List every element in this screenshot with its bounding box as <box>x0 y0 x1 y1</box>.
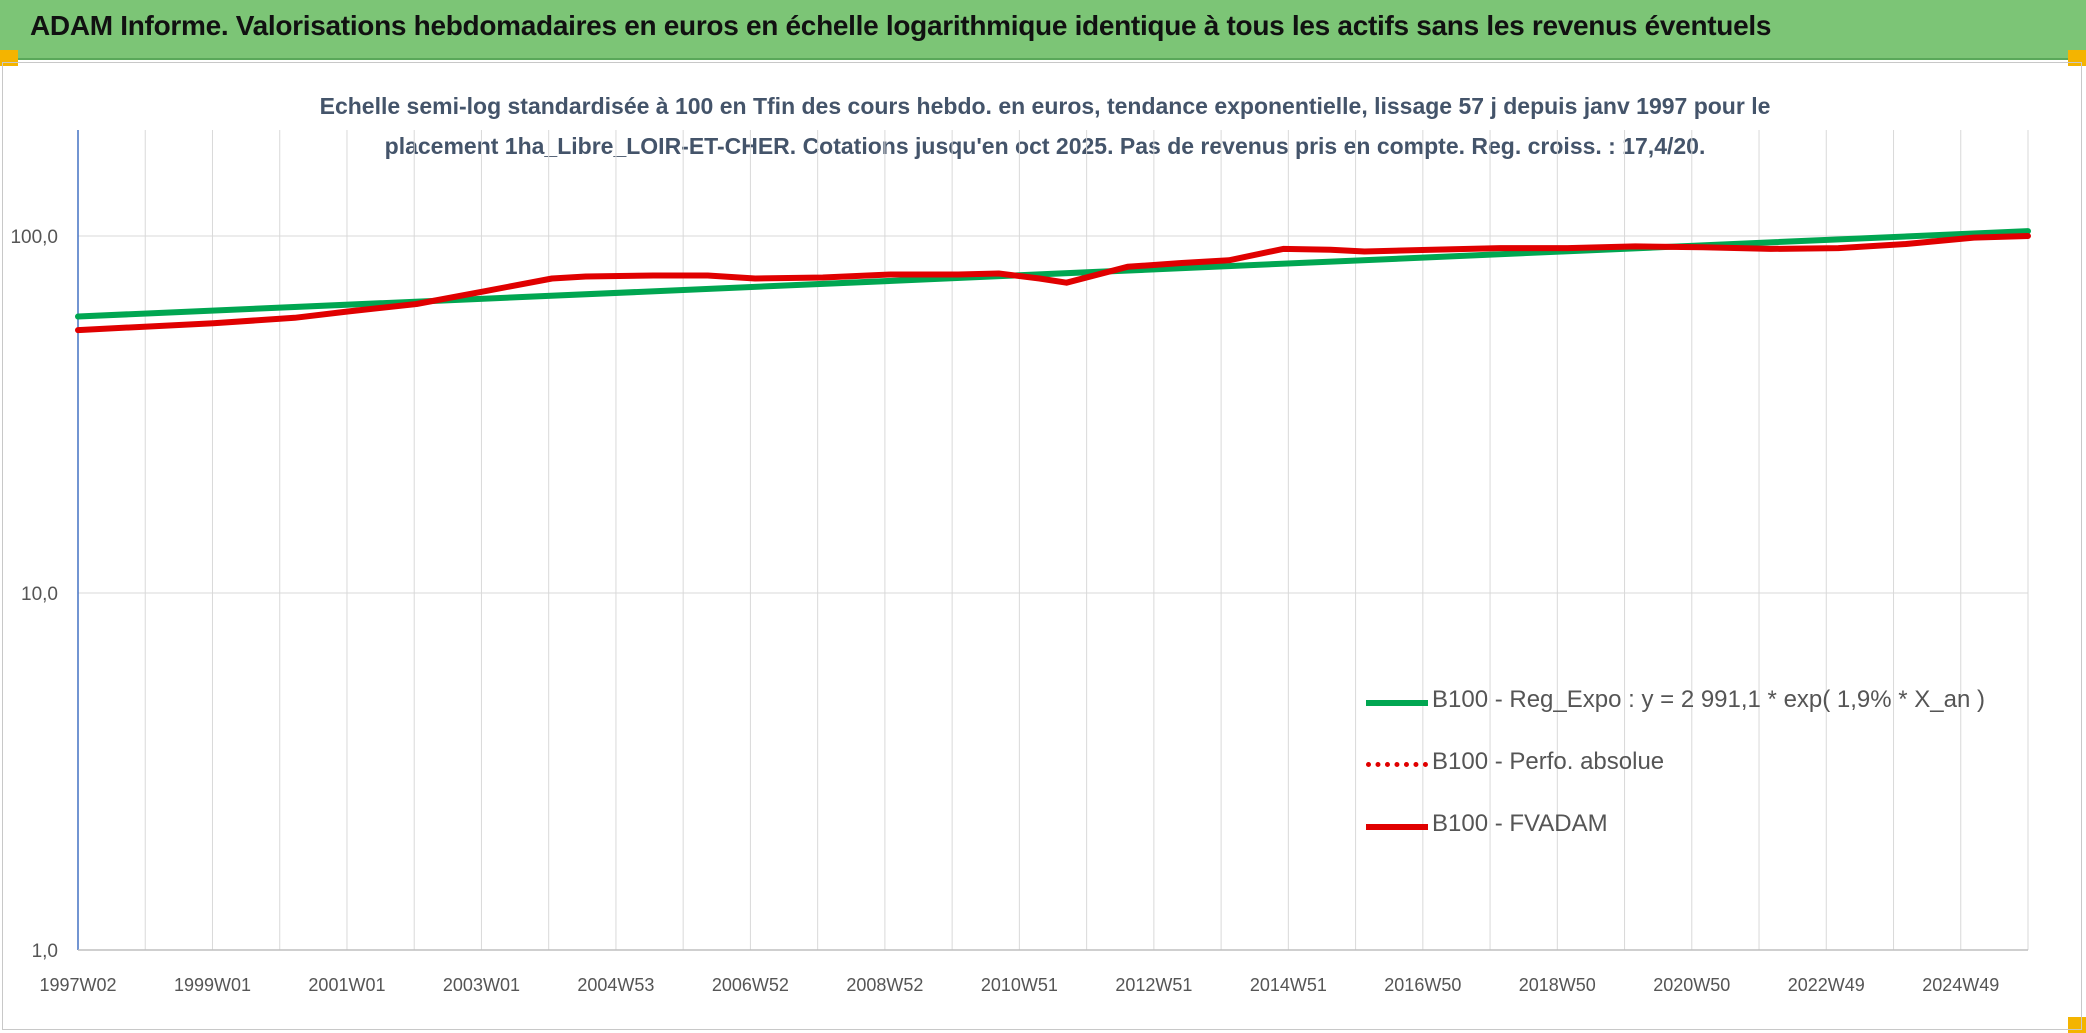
x-tick-label: 2010W51 <box>981 975 1058 995</box>
legend-swatch-regression <box>1366 700 1428 706</box>
x-tick-label: 2016W50 <box>1384 975 1461 995</box>
legend-label-regression: B100 - Reg_Expo : y = 2 991,1 * exp( 1,9… <box>1432 686 1986 713</box>
x-tick-label: 1997W02 <box>39 975 116 995</box>
y-tick-label: 100,0 <box>10 227 58 248</box>
x-tick-label: 2006W52 <box>712 975 789 995</box>
x-tick-label: 2001W01 <box>308 975 385 995</box>
x-tick-label: 2022W49 <box>1788 975 1865 995</box>
x-axis-tick-labels: 1997W02 1999W01 2001W01 2003W01 2004W53 2006W… <box>39 975 1999 995</box>
x-tick-label: 2024W49 <box>1922 975 1999 995</box>
legend-swatch-perfo-absolue <box>1366 762 1428 767</box>
x-tick-label: 2004W53 <box>577 975 654 995</box>
x-tick-label: 2003W01 <box>443 975 520 995</box>
x-tick-label: 2020W50 <box>1653 975 1730 995</box>
legend-label-perfo-absolue: B100 - Perfo. absolue <box>1432 748 1665 775</box>
x-tick-label: 2008W52 <box>846 975 923 995</box>
x-tick-label: 2014W51 <box>1250 975 1327 995</box>
x-tick-label: 2012W51 <box>1115 975 1192 995</box>
x-tick-label: 2018W50 <box>1519 975 1596 995</box>
report-header-bar: ADAM Informe. Valorisations hebdomadaire… <box>0 0 2086 60</box>
series-line-2 <box>75 233 2031 334</box>
series-lines <box>75 228 2031 334</box>
x-tick-label: 1999W01 <box>174 975 251 995</box>
y-tick-label: 1,0 <box>32 941 58 962</box>
gridlines <box>78 130 2029 950</box>
series-line-0 <box>75 228 2031 320</box>
legend-swatch-fvadam <box>1366 824 1428 830</box>
chart-frame <box>2 62 2082 1030</box>
report-title: ADAM Informe. Valorisations hebdomadaire… <box>30 10 1772 41</box>
chart-title: Echelle semi-log standardisée à 100 en T… <box>319 93 1771 159</box>
legend-label-fvadam: B100 - FVADAM <box>1432 810 1608 837</box>
y-axis-tick-labels: 1,0 10,0 100,0 <box>10 227 58 962</box>
axes <box>77 130 2028 951</box>
y-tick-label: 10,0 <box>21 584 58 605</box>
